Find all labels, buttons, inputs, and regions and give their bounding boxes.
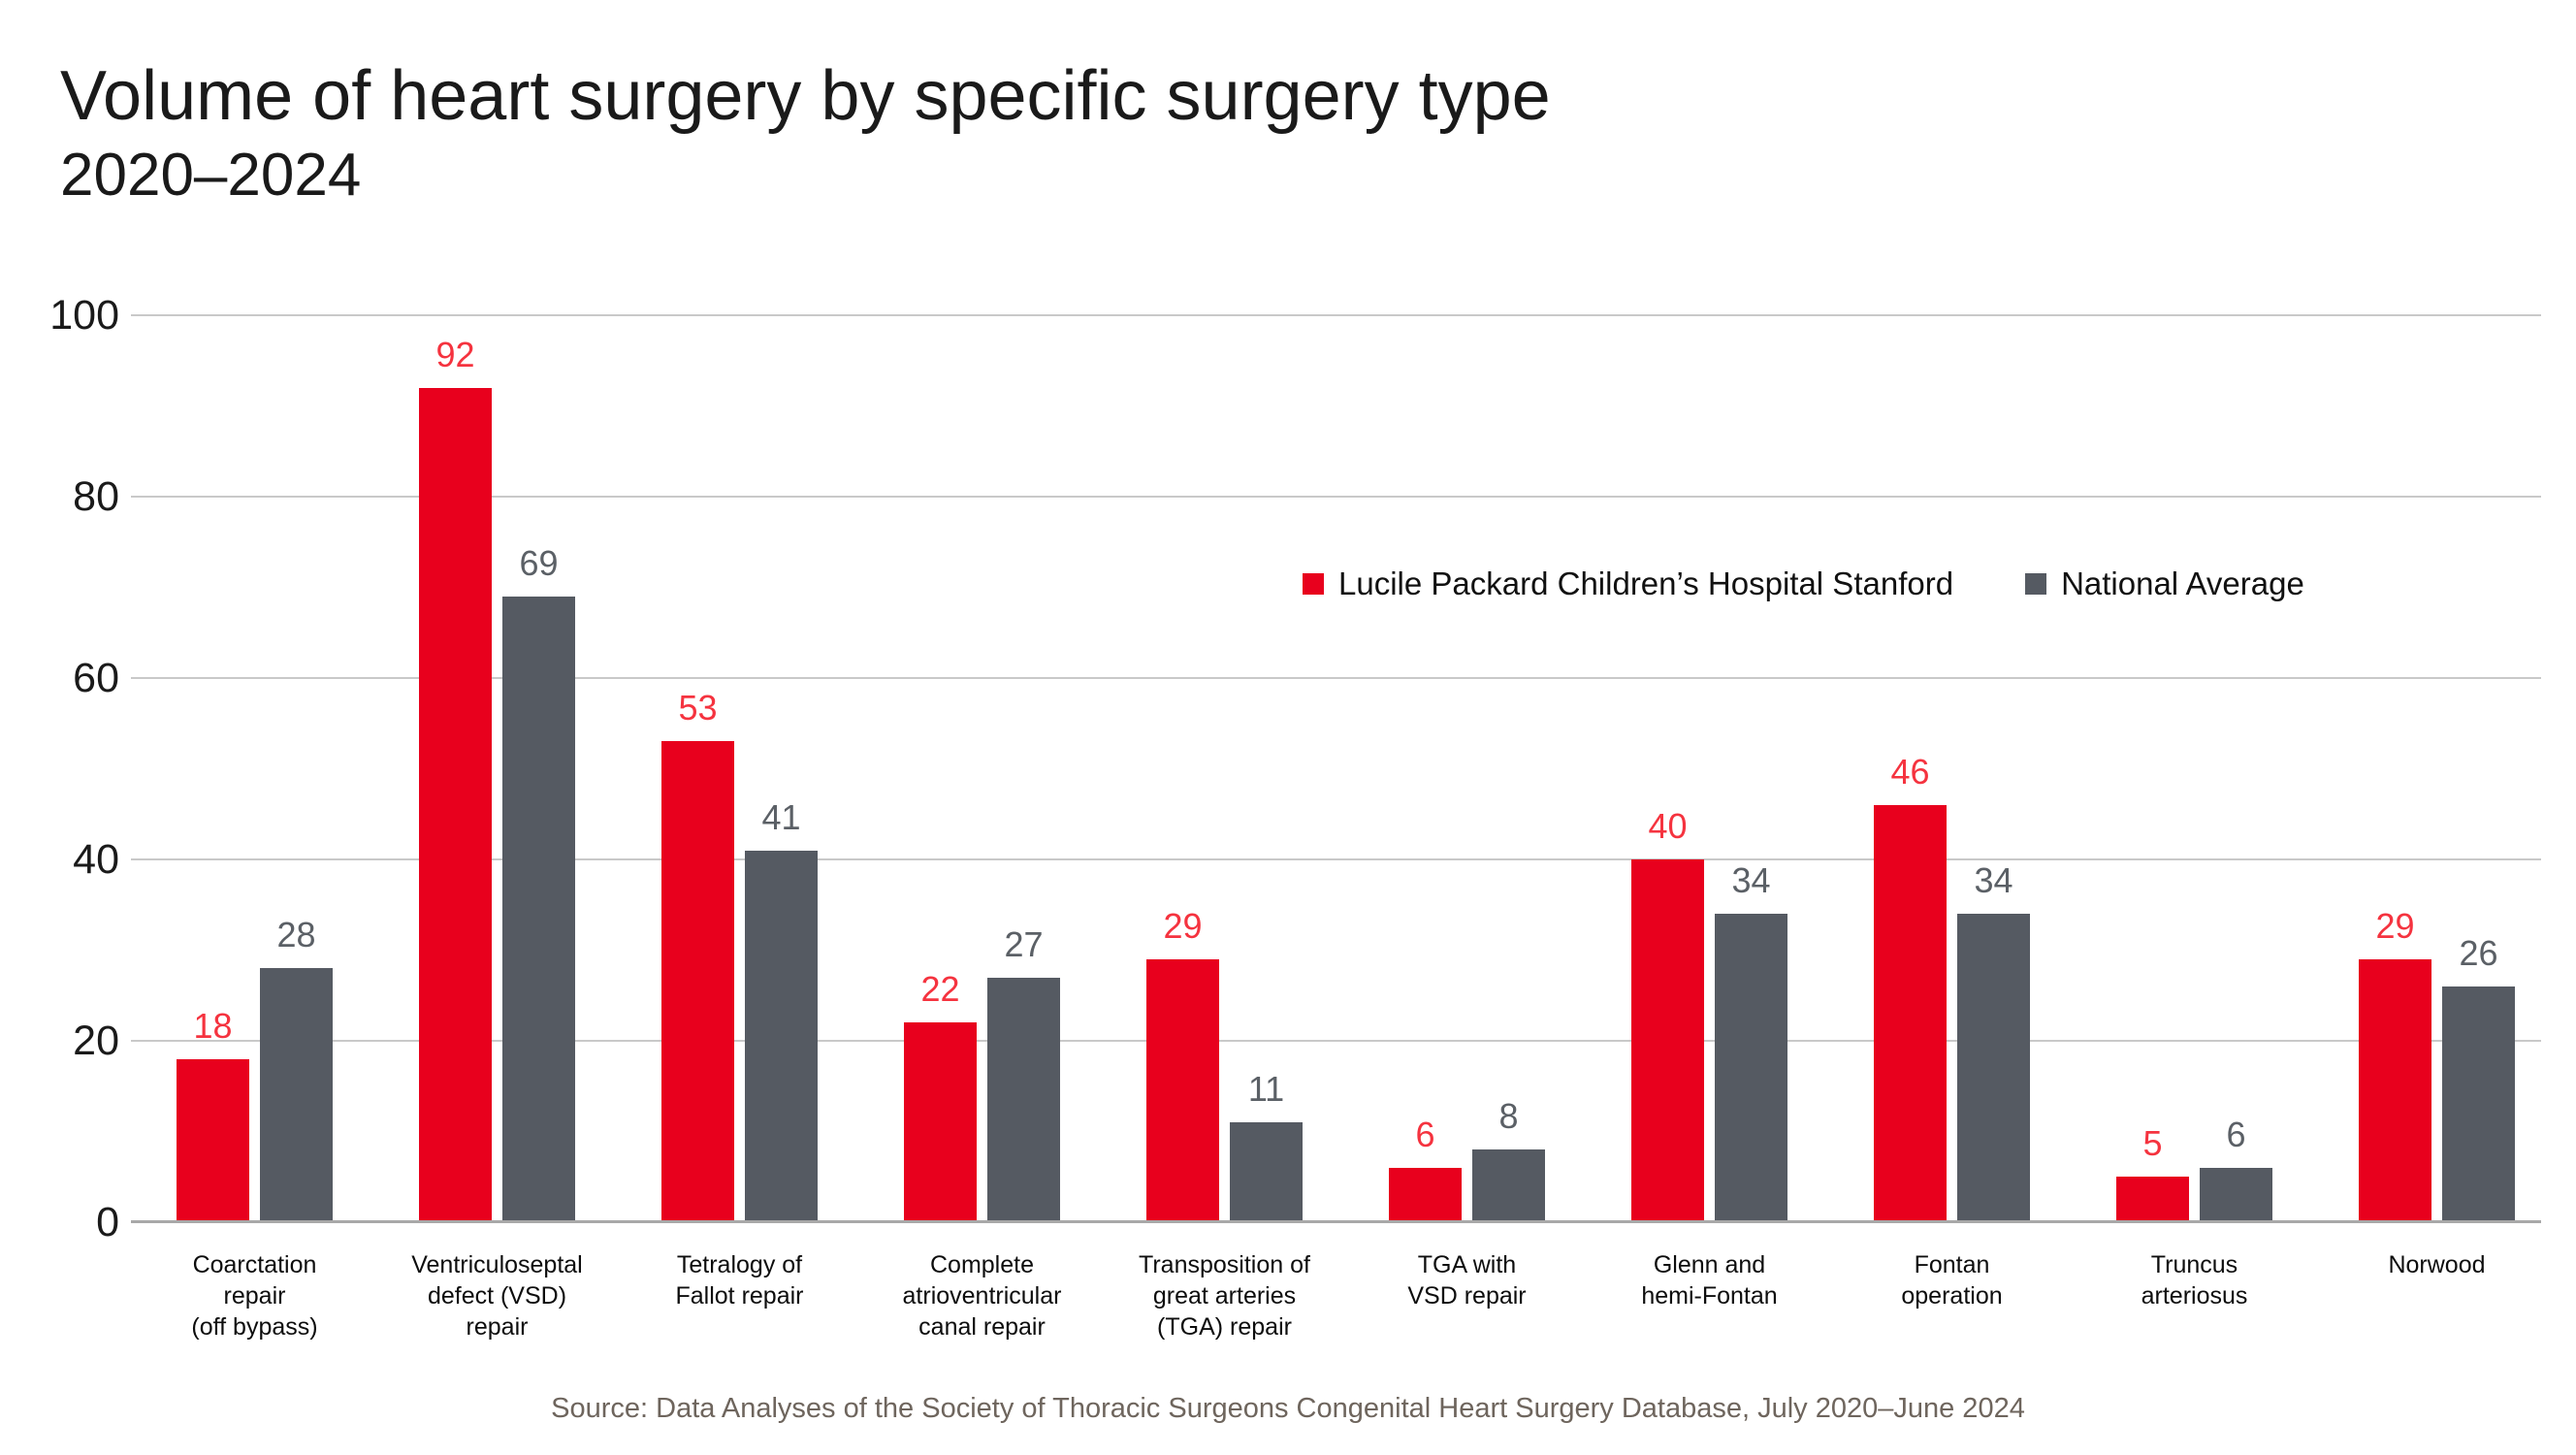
gridline-80 (131, 496, 2541, 498)
x-category-label-5: Transposition of great arteries (TGA) re… (1139, 1251, 1310, 1341)
bar-national-2 (502, 596, 575, 1222)
value-label-hospital-6: 6 (1415, 1114, 1435, 1154)
value-label-hospital-3: 53 (678, 688, 718, 728)
x-category-label-6: TGA with VSD repair (1407, 1251, 1527, 1310)
value-label-national-3: 41 (761, 796, 801, 837)
x-axis-line (131, 1220, 2541, 1223)
x-category-label-1: Coarctation repair (off bypass) (191, 1251, 318, 1341)
bar-hospital-3 (661, 741, 734, 1222)
value-label-national-4: 27 (1004, 923, 1044, 964)
x-category-label-4: Complete atrioventricular canal repair (902, 1251, 1062, 1341)
y-tick-label-60: 60 (73, 655, 119, 701)
bar-national-4 (987, 977, 1060, 1222)
bar-national-3 (745, 850, 818, 1222)
value-label-hospital-9: 5 (2142, 1123, 2163, 1164)
bar-national-1 (260, 968, 333, 1222)
value-label-hospital-8: 46 (1890, 751, 1930, 792)
bar-hospital-9 (2116, 1177, 2189, 1222)
bar-hospital-1 (177, 1058, 249, 1222)
bar-hospital-5 (1146, 958, 1219, 1222)
value-label-national-7: 34 (1731, 860, 1771, 901)
bar-national-9 (2200, 1167, 2272, 1222)
legend-label-hospital: Lucile Packard Children’s Hospital Stanf… (1338, 566, 1954, 601)
value-label-hospital-1: 18 (193, 1005, 233, 1046)
value-label-national-9: 6 (2226, 1114, 2246, 1154)
value-label-national-6: 8 (1498, 1096, 1519, 1137)
bar-national-5 (1230, 1122, 1303, 1222)
chart-title: Volume of heart surgery by specific surg… (60, 57, 1551, 135)
gridline-40 (131, 858, 2541, 860)
y-tick-label-40: 40 (73, 836, 119, 883)
legend-item-hospital: Lucile Packard Children’s Hospital Stanf… (1303, 566, 1953, 602)
bar-hospital-2 (419, 387, 492, 1222)
x-category-label-10: Norwood (2388, 1251, 2486, 1278)
value-label-hospital-7: 40 (1648, 806, 1688, 846)
bar-hospital-8 (1874, 804, 1947, 1222)
x-category-label-2: Ventriculoseptal defect (VSD) repair (411, 1251, 583, 1341)
bar-hospital-10 (2359, 958, 2431, 1222)
x-category-label-8: Fontan operation (1901, 1251, 2003, 1310)
legend-label-national: National Average (2061, 566, 2304, 601)
bar-hospital-6 (1389, 1167, 1462, 1222)
value-label-hospital-2: 92 (435, 334, 475, 374)
plot-area: 18 92 53 22 29 6 40 46 5 29 28 69 41 27 11 8 34 34 6 26 (131, 314, 2541, 1223)
x-category-label-3: Tetralogy of Fallot repair (675, 1251, 804, 1310)
x-category-label-9: Truncus arteriosus (2141, 1251, 2248, 1310)
legend: Lucile Packard Children’s Hospital Stanf… (1303, 566, 2304, 602)
y-tick-label-100: 100 (49, 292, 119, 339)
value-label-national-1: 28 (276, 915, 316, 955)
bar-national-7 (1715, 914, 1787, 1222)
value-label-hospital-10: 29 (2375, 905, 2415, 946)
gridline-20 (131, 1040, 2541, 1042)
bar-national-8 (1957, 914, 2030, 1222)
bar-national-10 (2442, 986, 2515, 1222)
value-label-national-8: 34 (1974, 860, 2013, 901)
bar-hospital-7 (1631, 859, 1704, 1222)
gridline-60 (131, 677, 2541, 679)
y-tick-label-80: 80 (73, 473, 119, 520)
chart-subtitle: 2020–2024 (60, 142, 362, 209)
x-category-label-7: Glenn and hemi-Fontan (1641, 1251, 1778, 1310)
gridline-100 (131, 314, 2541, 316)
value-label-hospital-4: 22 (920, 969, 960, 1010)
legend-swatch-national (2025, 573, 2047, 595)
y-tick-label-20: 20 (73, 1018, 119, 1064)
source-note: Source: Data Analyses of the Society of … (551, 1393, 2025, 1424)
value-label-hospital-5: 29 (1163, 905, 1203, 946)
value-label-national-10: 26 (2459, 932, 2498, 973)
legend-swatch-hospital (1303, 573, 1324, 595)
value-label-national-5: 11 (1247, 1069, 1285, 1110)
value-label-national-2: 69 (519, 542, 559, 583)
bar-hospital-4 (904, 1022, 977, 1222)
y-tick-label-0: 0 (96, 1199, 119, 1245)
legend-item-national: National Average (2025, 566, 2304, 602)
bar-national-6 (1472, 1149, 1545, 1222)
